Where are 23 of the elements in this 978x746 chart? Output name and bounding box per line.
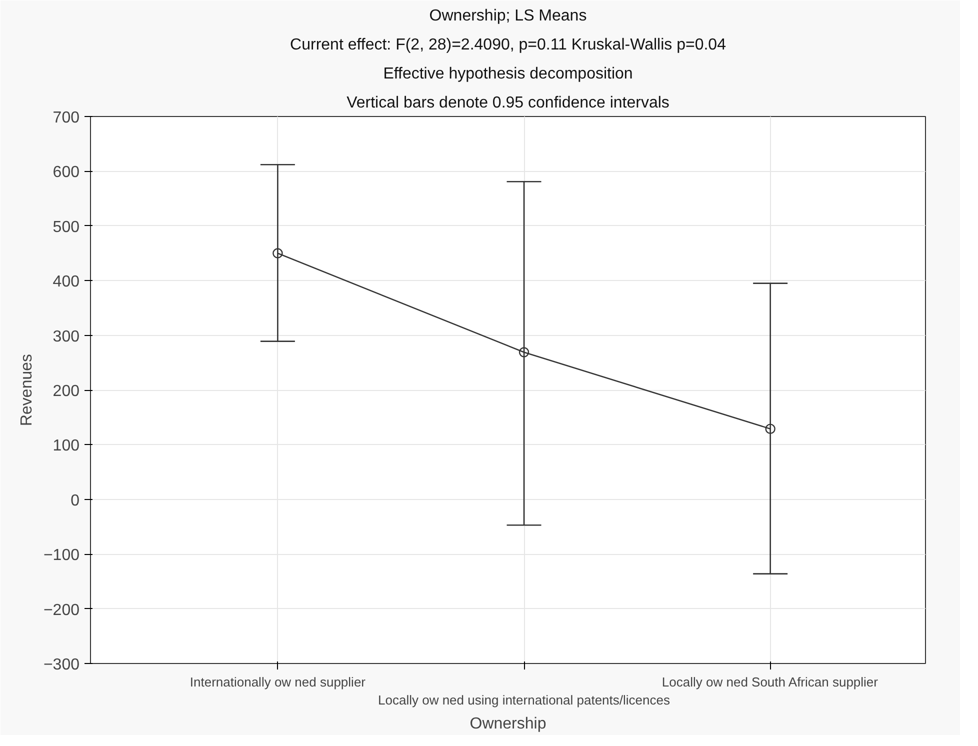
y-tick-label: 400: [52, 274, 80, 291]
text: Vertical bars denote 0.95 confidence intervals: [346, 94, 670, 112]
point: [272, 248, 283, 258]
y-tick-label: −300: [43, 656, 80, 674]
y-tick-label: 500: [52, 218, 80, 236]
y-tick-label: 0: [70, 492, 80, 510]
point: [518, 347, 530, 358]
y-tick-label: 200: [52, 383, 80, 400]
y-tick-label: −100: [43, 547, 80, 564]
x-tick-label: Internationally ow ned supplier: [190, 674, 366, 690]
x-axis-title: Ownership: [470, 716, 546, 732]
chart-subtitle: Current effect: F(2, 28)=2.4090, p=0.11 Kruskal-Wallis p=0.04: [290, 36, 726, 54]
x-tick-label: Locally ow ned South African supplier: [662, 674, 879, 690]
y-tick-label: −200: [43, 602, 80, 619]
x-tick-label: Locally ow ned using international patents/licences: [378, 692, 670, 708]
y-tick-label: 300: [52, 328, 80, 346]
point: [765, 424, 776, 434]
y-tick-label: 600: [52, 164, 80, 182]
y-axis-title: Revenues: [18, 354, 36, 426]
y-tick-label: 700: [52, 110, 80, 126]
chart-title: Ownership; LS Means: [429, 8, 587, 24]
text: Effective hypothesis decomposition: [383, 66, 633, 82]
y-tick-label: 100: [52, 438, 80, 455]
